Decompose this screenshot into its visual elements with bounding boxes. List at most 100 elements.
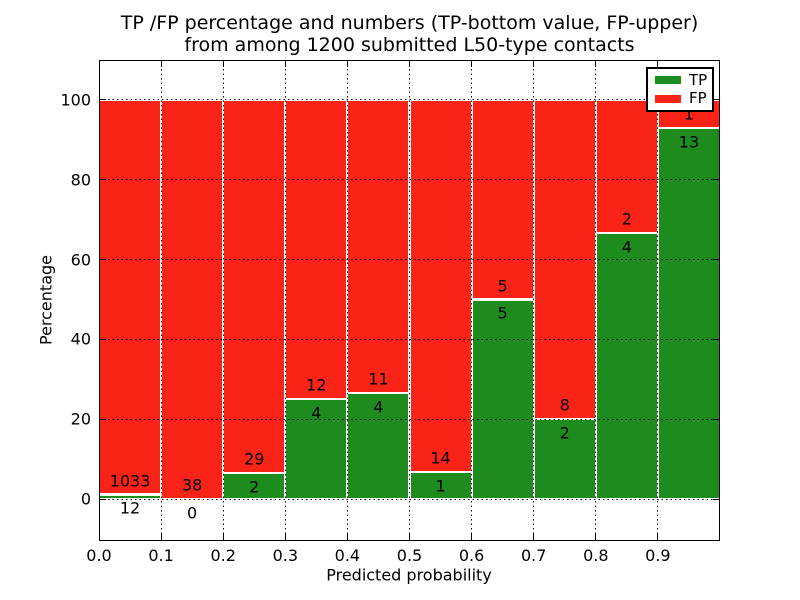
y-tick xyxy=(100,259,106,261)
x-tick-label: 0.3 xyxy=(272,546,299,565)
x-tick-top xyxy=(284,61,286,67)
tp-count-label: 1 xyxy=(435,476,446,496)
fp-bar-segment xyxy=(595,99,658,233)
fp-bar-segment xyxy=(347,99,410,393)
x-gridline xyxy=(533,60,535,541)
y-gridline xyxy=(99,418,720,420)
legend-fp-swatch xyxy=(655,94,681,103)
fp-bar-segment xyxy=(285,99,348,400)
tp-bar-segment xyxy=(223,473,286,500)
tp-bar-segment xyxy=(471,299,534,500)
x-tick xyxy=(284,534,286,540)
x-tick xyxy=(409,534,410,540)
x-tick-top xyxy=(533,61,535,67)
x-gridline xyxy=(160,60,162,541)
y-gridline xyxy=(99,338,720,340)
y-tick-right xyxy=(713,179,719,181)
x-tick-top xyxy=(346,61,348,67)
tp-count-label: 2 xyxy=(249,477,260,497)
tp-bar-segment xyxy=(409,472,472,500)
y-tick-right xyxy=(713,99,719,101)
chart-title: TP /FP percentage and numbers (TP-bottom… xyxy=(99,12,720,56)
y-tick-label: 0 xyxy=(80,489,91,509)
y-tick-label: 60 xyxy=(70,250,91,270)
legend-fp-label: FP xyxy=(689,89,707,108)
y-tick-label: 40 xyxy=(70,329,91,349)
x-gridline xyxy=(222,60,224,541)
x-tick xyxy=(657,534,659,540)
fp-count-label: 11 xyxy=(368,369,389,389)
x-tick-top xyxy=(595,61,597,67)
fp-count-label: 1 xyxy=(683,104,695,124)
tp-count-label: 4 xyxy=(373,397,384,417)
fp-bar-segment xyxy=(99,99,162,495)
y-tick-right xyxy=(713,259,719,261)
x-tick xyxy=(533,534,535,540)
y-tick xyxy=(100,99,106,101)
fp-count-label: 2 xyxy=(621,209,632,229)
x-tick xyxy=(471,534,473,540)
y-tick xyxy=(100,179,106,181)
y-gridline xyxy=(99,99,720,101)
x-tick-label: 0.8 xyxy=(583,546,609,565)
fp-count-label: 29 xyxy=(244,449,265,469)
y-tick-right xyxy=(713,498,719,500)
fp-bar-segment xyxy=(223,99,286,474)
legend-tp-label: TP xyxy=(689,70,708,89)
x-gridline xyxy=(409,60,410,541)
tp-count-label: 13 xyxy=(678,132,700,152)
x-tick-label: 0.0 xyxy=(86,546,112,565)
x-tick-top xyxy=(409,61,410,67)
x-tick-label: 0.7 xyxy=(520,546,547,565)
tp-bar-segment xyxy=(533,419,596,500)
y-gridline xyxy=(99,498,720,500)
fp-bar-segment xyxy=(409,99,472,473)
legend: TP FP xyxy=(646,67,714,112)
x-tick-top xyxy=(222,61,224,67)
x-tick xyxy=(98,534,100,540)
x-tick-top xyxy=(98,61,100,67)
tp-count-label: 5 xyxy=(497,303,508,323)
chart-title-line-1: TP /FP percentage and numbers (TP-bottom… xyxy=(120,12,699,34)
tp-bar-segment xyxy=(285,399,348,500)
fp-bar-segment xyxy=(161,99,224,500)
tp-bar-segment xyxy=(657,128,720,500)
tp-count-label: 0 xyxy=(187,503,198,523)
x-tick-label: 0.6 xyxy=(458,546,485,565)
y-gridline xyxy=(99,259,720,261)
x-tick-top xyxy=(160,61,162,67)
x-tick xyxy=(346,534,348,540)
x-gridline xyxy=(657,60,659,541)
x-tick-top xyxy=(471,61,473,67)
fp-count-label: 5 xyxy=(497,276,508,296)
x-axis-label: Predicted probability xyxy=(326,565,492,585)
tp-count-label: 12 xyxy=(119,498,141,518)
x-gridline xyxy=(284,60,286,541)
y-tick-right xyxy=(713,418,719,420)
y-tick-label: 100 xyxy=(60,90,91,110)
fp-count-label: 8 xyxy=(559,395,570,415)
y-axis-label: Percentage xyxy=(36,254,56,346)
x-tick-label: 0.1 xyxy=(148,546,174,565)
x-gridline xyxy=(595,60,597,541)
fp-count-label: 14 xyxy=(430,448,451,468)
tp-bar-segment xyxy=(595,232,658,500)
legend-item-tp: TP xyxy=(655,70,712,89)
fp-count-label: 1033 xyxy=(109,471,151,491)
y-gridline xyxy=(99,179,720,181)
x-tick xyxy=(222,534,224,540)
x-tick-label: 0.4 xyxy=(334,546,361,565)
legend-item-fp: FP xyxy=(655,91,712,106)
tp-count-label: 4 xyxy=(621,237,632,257)
x-tick-label: 0.2 xyxy=(210,546,236,565)
x-tick xyxy=(160,534,162,540)
tp-bar-segment xyxy=(347,392,410,500)
x-tick-label: 0.5 xyxy=(396,546,423,565)
legend-tp-swatch xyxy=(655,76,681,85)
fp-count-label: 38 xyxy=(181,475,203,495)
fp-count-label: 12 xyxy=(306,375,327,395)
tp-count-label: 4 xyxy=(311,403,322,423)
chart-title-line-2: from among 1200 submitted L50-type conta… xyxy=(184,34,635,56)
y-tick-label: 20 xyxy=(70,409,91,429)
